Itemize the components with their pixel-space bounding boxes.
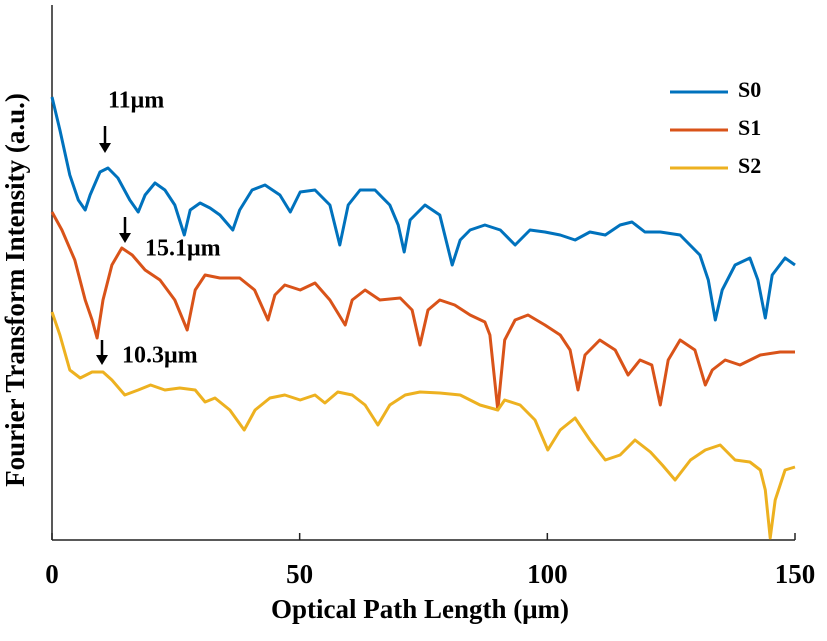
arrow-head bbox=[96, 355, 108, 365]
series-line bbox=[50, 211, 795, 412]
x-axis-label: Optical Path Length (μm) bbox=[271, 594, 569, 624]
legend-label: S2 bbox=[738, 153, 761, 178]
legend-label: S0 bbox=[738, 77, 761, 102]
series-line bbox=[50, 96, 796, 322]
series-line bbox=[50, 311, 796, 540]
annotations: 11μm 15.1μm 10.3μm bbox=[96, 88, 221, 369]
annotation: 10.3μm bbox=[122, 343, 198, 369]
x-tick-label: 50 bbox=[286, 559, 313, 589]
x-tick-label: 0 bbox=[45, 559, 59, 589]
y-axis-label: Fourier Transform Intensity (a.u.) bbox=[0, 93, 30, 487]
arrow-head bbox=[99, 143, 111, 153]
annotation: 15.1μm bbox=[145, 236, 221, 262]
x-tick-label: 150 bbox=[775, 559, 816, 589]
x-tick-label: 100 bbox=[527, 559, 568, 589]
legend-label: S1 bbox=[738, 115, 761, 140]
arrow-head bbox=[119, 233, 131, 243]
annotation: 11μm bbox=[108, 88, 164, 114]
